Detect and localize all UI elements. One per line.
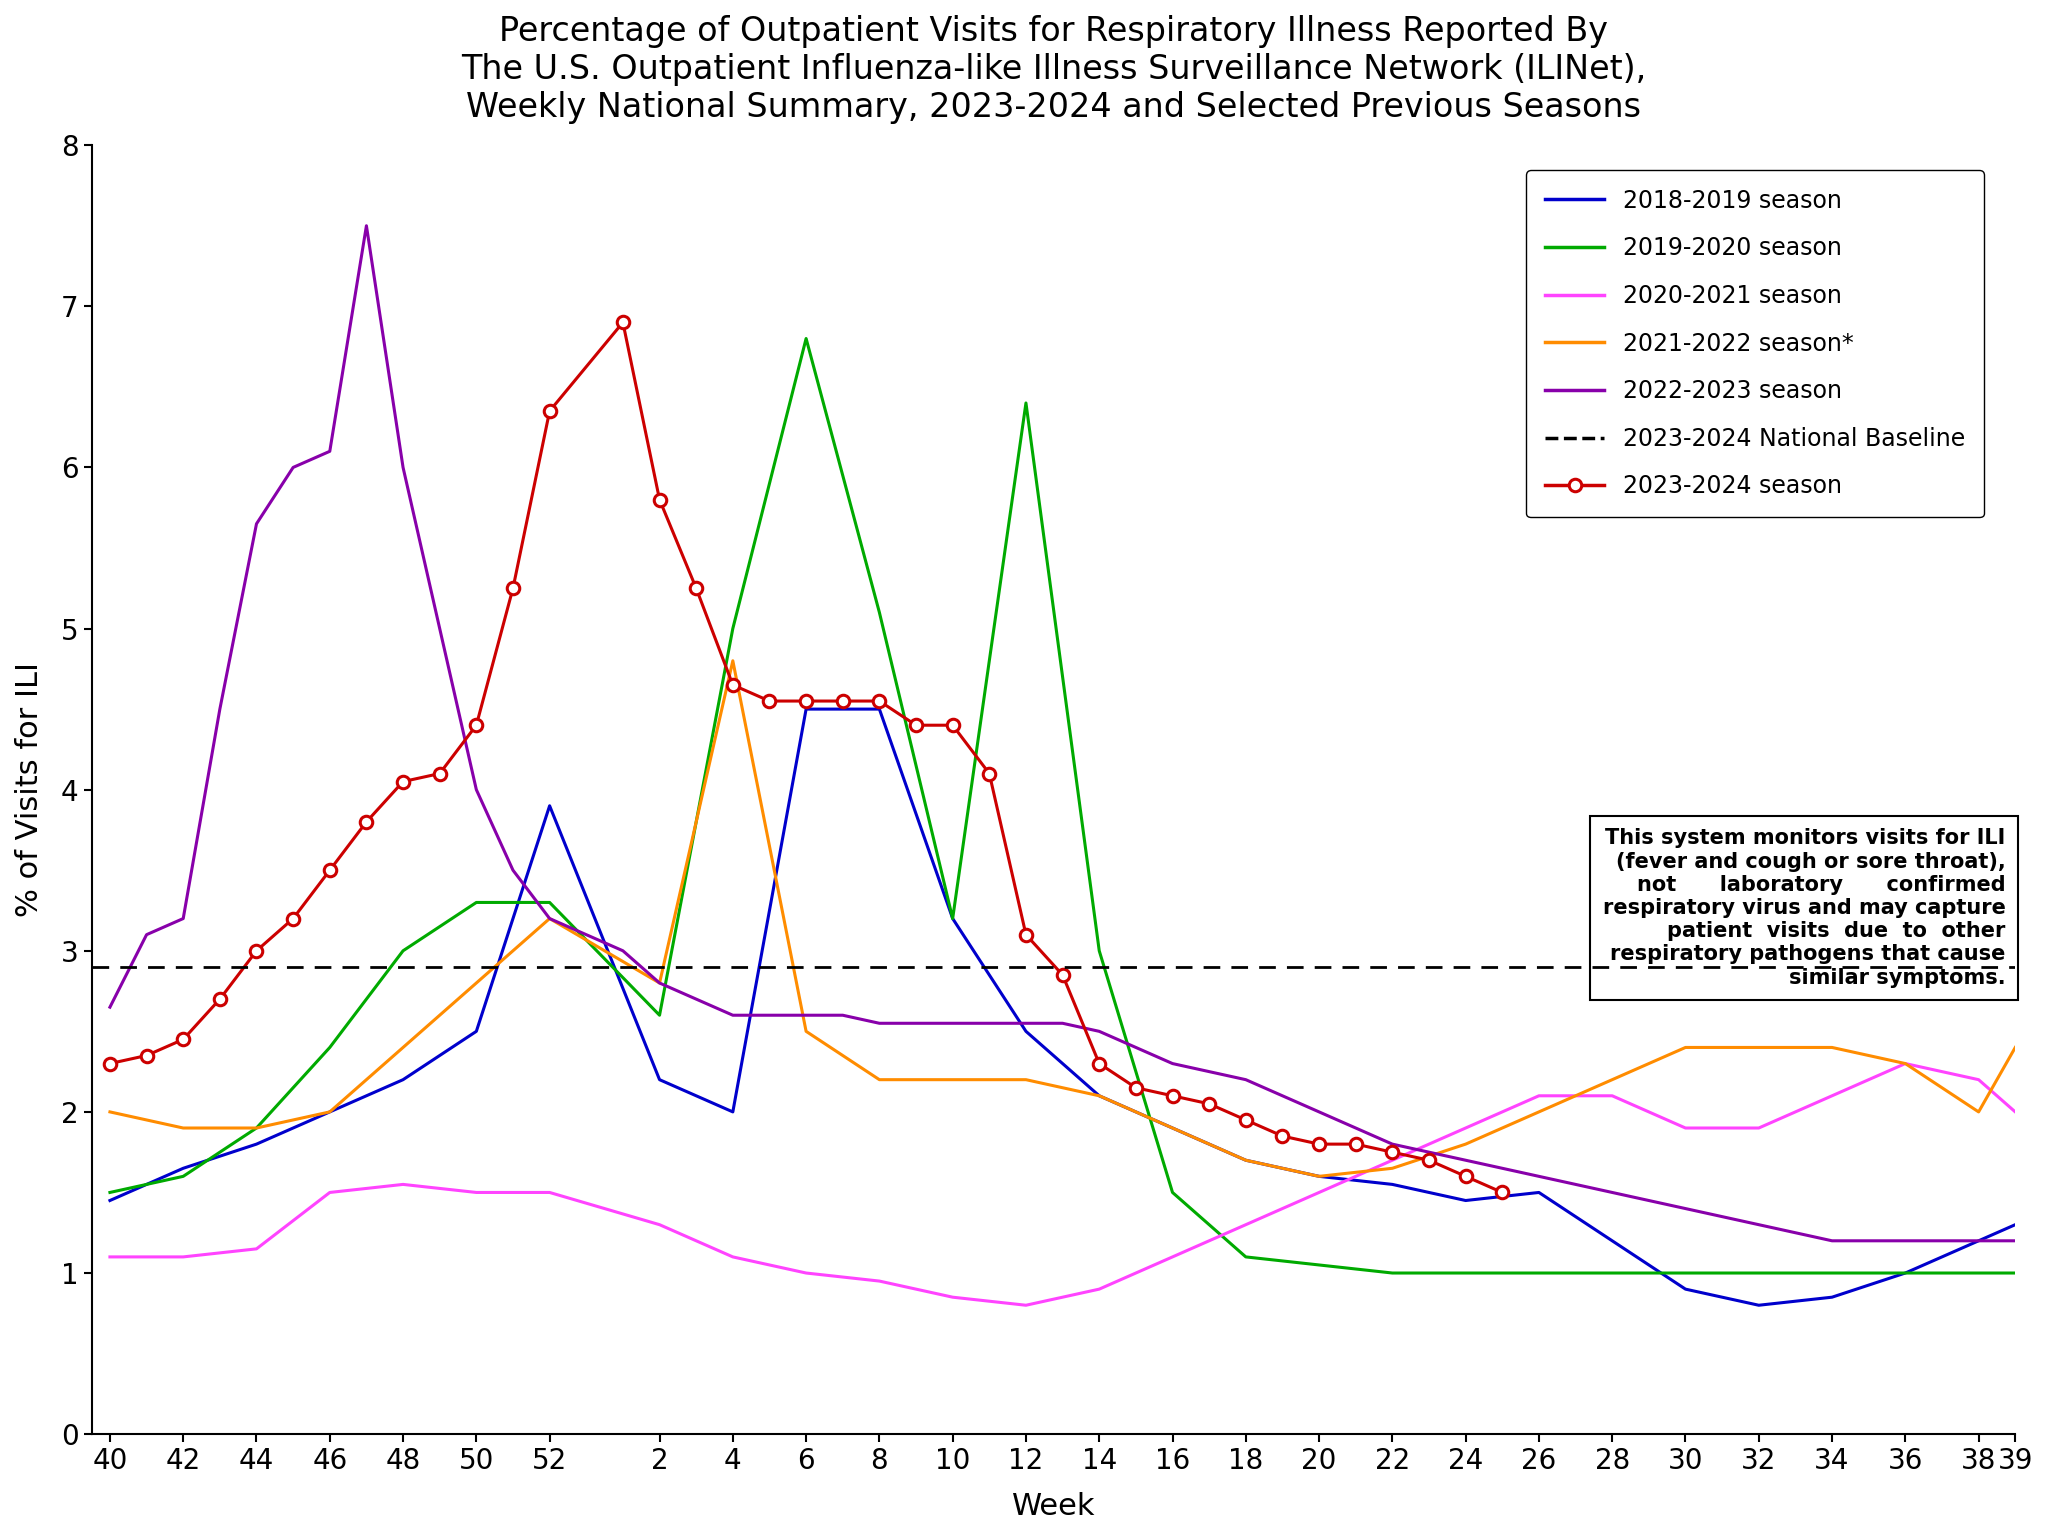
Legend: 2018-2019 season, 2019-2020 season, 2020-2021 season, 2021-2022 season*, 2022-20: 2018-2019 season, 2019-2020 season, 2020…: [1526, 170, 1985, 518]
X-axis label: Week: Week: [1012, 1491, 1096, 1521]
Y-axis label: % of Visits for ILI: % of Visits for ILI: [14, 662, 43, 917]
Title: Percentage of Outpatient Visits for Respiratory Illness Reported By
The U.S. Out: Percentage of Outpatient Visits for Resp…: [461, 15, 1647, 124]
Text: This system monitors visits for ILI
(fever and cough or sore throat),
not      l: This system monitors visits for ILI (fev…: [1604, 828, 2005, 988]
